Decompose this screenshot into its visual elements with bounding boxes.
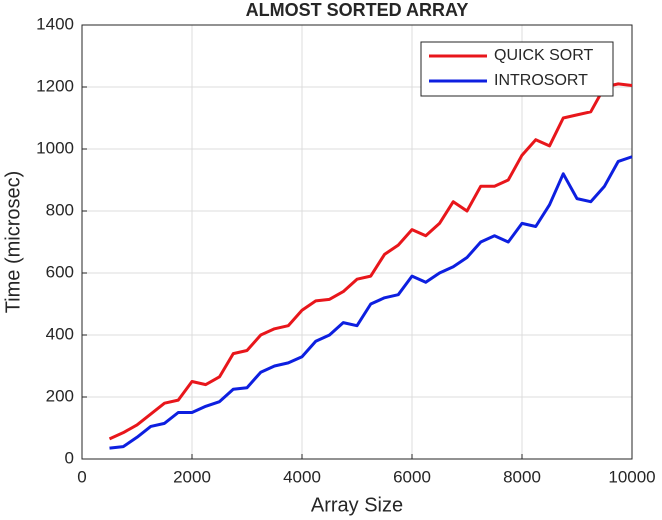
y-tick-label: 200 — [46, 386, 74, 405]
x-tick-label: 2000 — [173, 467, 211, 486]
x-tick-label: 8000 — [503, 467, 541, 486]
data-line — [108, 82, 633, 441]
y-tick-label: 1000 — [36, 138, 74, 157]
legend-box — [420, 41, 614, 97]
y-tick-label: 400 — [46, 324, 74, 343]
x-axis-label: Array Size — [311, 494, 403, 516]
y-tick-label: 0 — [65, 448, 74, 467]
chart-title: ALMOST SORTED ARRAY — [246, 0, 469, 20]
y-tick-label: 1200 — [36, 76, 74, 95]
y-axis-label: Time (microsec) — [2, 171, 24, 314]
y-tick-label: 1400 — [36, 14, 74, 33]
y-tick-label: 600 — [46, 262, 74, 281]
axes-box — [81, 24, 633, 460]
x-tick-label: 10000 — [608, 467, 655, 486]
x-tick-label: 6000 — [393, 467, 431, 486]
x-tick-label: 4000 — [283, 467, 321, 486]
y-tick-label: 800 — [46, 200, 74, 219]
legend-label: INTROSORT — [494, 72, 588, 89]
x-tick-label: 0 — [77, 467, 86, 486]
legend-label: QUICK SORT — [494, 47, 594, 64]
plot-area — [82, 25, 632, 459]
data-line — [109, 155, 633, 450]
